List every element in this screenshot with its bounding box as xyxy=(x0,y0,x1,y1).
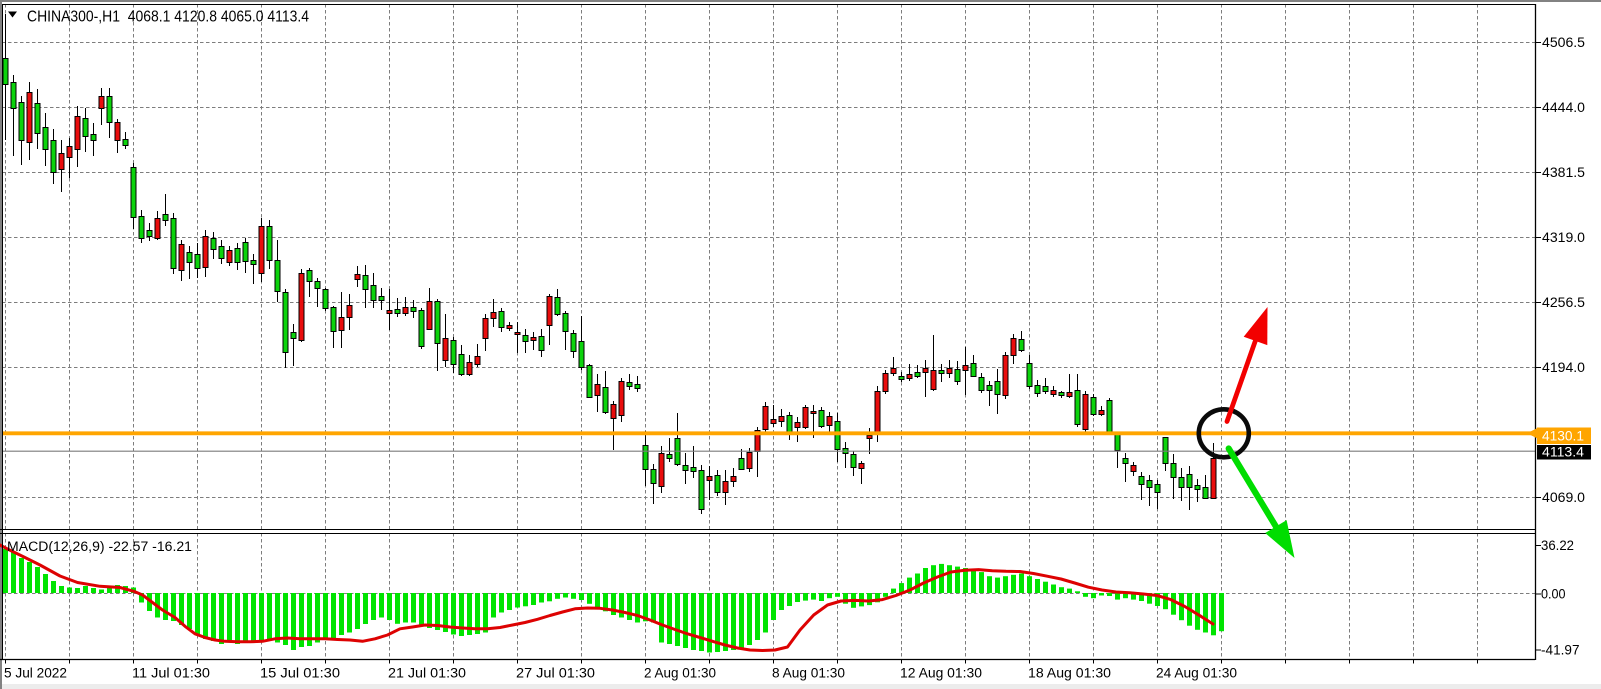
svg-text:8 Aug 01:30: 8 Aug 01:30 xyxy=(772,666,845,681)
svg-text:CHINA300-,H1 4068.1 4120.8 40: CHINA300-,H1 4068.1 4120.8 4065.0 4113.4 xyxy=(27,9,309,26)
svg-text:2 Aug 01:30: 2 Aug 01:30 xyxy=(644,666,716,681)
svg-text:4256.5: 4256.5 xyxy=(1542,295,1585,310)
svg-text:4069.0: 4069.0 xyxy=(1542,490,1585,505)
svg-text:4130.1: 4130.1 xyxy=(1542,429,1584,444)
svg-text:4381.5: 4381.5 xyxy=(1542,165,1585,180)
svg-text:0.00: 0.00 xyxy=(1541,587,1566,602)
svg-text:12 Aug 01:30: 12 Aug 01:30 xyxy=(900,666,982,681)
svg-text:-41.97: -41.97 xyxy=(1541,643,1580,658)
svg-text:4113.4: 4113.4 xyxy=(1542,445,1585,460)
svg-text:21 Jul 01:30: 21 Jul 01:30 xyxy=(388,666,466,681)
svg-text:36.22: 36.22 xyxy=(1541,538,1574,553)
svg-text:11 Jul 01:30: 11 Jul 01:30 xyxy=(132,666,210,681)
svg-text:18 Aug 01:30: 18 Aug 01:30 xyxy=(1028,666,1111,681)
svg-text:4506.5: 4506.5 xyxy=(1542,35,1585,50)
svg-text:5 Jul 2022: 5 Jul 2022 xyxy=(4,666,67,681)
svg-text:27 Jul 01:30: 27 Jul 01:30 xyxy=(516,666,595,681)
svg-text:24 Aug 01:30: 24 Aug 01:30 xyxy=(1156,666,1237,681)
svg-text:4194.0: 4194.0 xyxy=(1542,360,1585,375)
svg-text:4319.0: 4319.0 xyxy=(1542,230,1585,245)
svg-text:MACD(12,26,9) -22.57 -16.21: MACD(12,26,9) -22.57 -16.21 xyxy=(7,539,192,554)
svg-text:15 Jul 01:30: 15 Jul 01:30 xyxy=(260,666,340,681)
svg-text:4444.0: 4444.0 xyxy=(1542,100,1585,115)
